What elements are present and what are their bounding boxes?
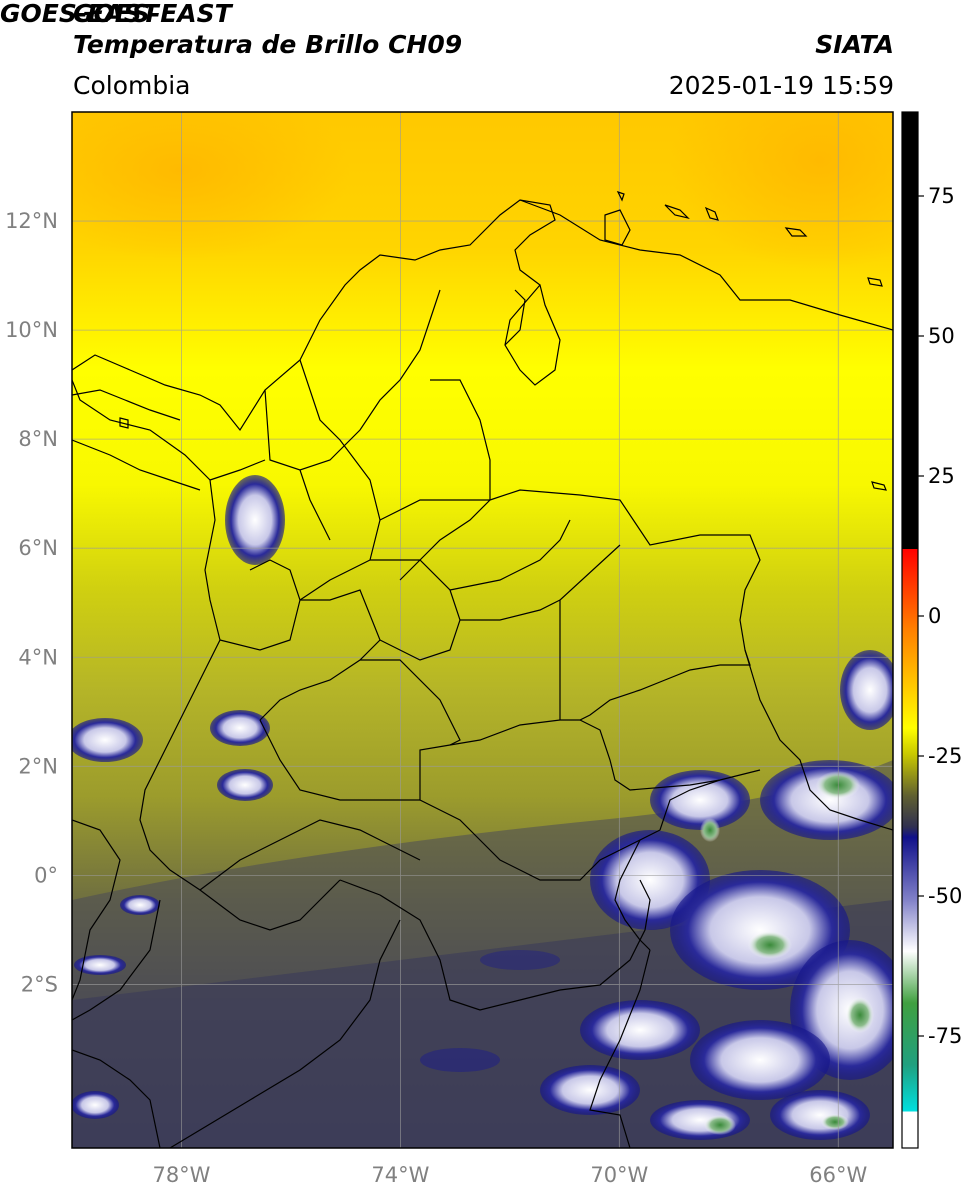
lat-tick-label: 4°N [18,645,58,669]
colorbar-tick-label: -75 [928,1024,962,1048]
colorbar-tick-label: -25 [928,744,962,768]
colorbar-tick-labels: 75 50 25 0 -25 -50 -75 [918,184,962,1048]
lat-tick-label: 10°N [5,318,58,342]
colorbar: 75 50 25 0 -25 -50 -75 [901,111,962,1149]
lat-tick-label: 2°N [18,754,58,778]
lon-tick-label: 74°W [371,1163,429,1187]
lat-tick-label: 8°N [18,427,58,451]
map-frame [71,111,894,1149]
colorbar-tick-label: -50 [928,884,962,908]
title-satellite: GOES-EAST [0,0,159,28]
lat-tick-label: 12°N [5,209,58,233]
colorbar-tick-label: 75 [928,184,955,208]
graticule [72,112,893,1148]
title-product: Temperatura de Brillo CH09 [73,30,463,59]
colorbar-tick-label: 50 [928,324,955,348]
lat-tick-label: 6°N [18,536,58,560]
political-boundaries [72,199,893,1148]
lat-tick-label: 0° [34,863,58,887]
lat-tick-label: 2°S [21,972,58,996]
satellite-image [72,112,893,1148]
region-label: Colombia [73,71,191,100]
colorbar-gradient [901,111,919,1149]
latitude-tick-labels: 12°N 10°N 8°N 6°N 4°N 2°N 0° 2°S [5,209,58,996]
lon-tick-label: 66°W [809,1163,867,1187]
datetime-label: 2025-01-19 15:59 [668,71,894,100]
lon-tick-label: 78°W [152,1163,210,1187]
cloud-clusters [72,475,893,1140]
colorbar-tick-label: 25 [928,464,955,488]
organization-label: SIATA [815,30,894,59]
title-satellite: GOES-EAST [73,0,232,28]
caribbean-islands [119,190,887,491]
colorbar-tick-label: 0 [928,604,941,628]
longitude-tick-labels: 78°W 74°W 70°W 66°W [152,1163,867,1187]
lon-tick-label: 70°W [590,1163,648,1187]
